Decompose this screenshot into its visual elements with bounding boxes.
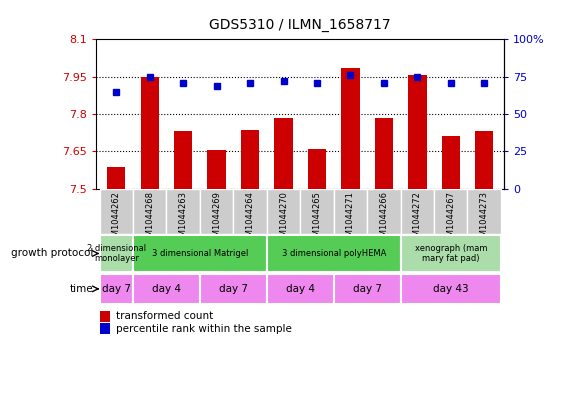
Bar <box>441 136 460 189</box>
Text: day 7: day 7 <box>353 284 382 294</box>
Text: GSM1044266: GSM1044266 <box>380 191 388 247</box>
Bar <box>208 150 226 189</box>
Text: GSM1044263: GSM1044263 <box>178 191 188 247</box>
Bar <box>434 189 468 234</box>
Bar <box>401 189 434 234</box>
Bar <box>367 189 401 234</box>
Bar <box>100 274 133 304</box>
Text: 3 dimensional Matrigel: 3 dimensional Matrigel <box>152 249 248 258</box>
Bar <box>401 274 501 304</box>
Text: GSM1044262: GSM1044262 <box>112 191 121 247</box>
Bar <box>100 311 110 322</box>
Bar <box>408 75 427 189</box>
Text: GSM1044273: GSM1044273 <box>480 191 489 247</box>
Bar <box>375 118 393 189</box>
Text: transformed count: transformed count <box>116 312 213 321</box>
Bar <box>300 189 333 234</box>
Text: GSM1044268: GSM1044268 <box>145 191 154 247</box>
Bar <box>308 149 326 189</box>
Text: day 43: day 43 <box>433 284 469 294</box>
Text: 2 dimensional
monolayer: 2 dimensional monolayer <box>87 244 146 263</box>
Bar <box>200 189 233 234</box>
Text: day 7: day 7 <box>102 284 131 294</box>
Bar <box>141 77 159 189</box>
Text: GSM1044265: GSM1044265 <box>312 191 321 247</box>
Bar <box>166 189 200 234</box>
Bar <box>100 323 110 334</box>
Text: GSM1044269: GSM1044269 <box>212 191 221 247</box>
Bar <box>333 274 401 304</box>
Text: GSM1044264: GSM1044264 <box>245 191 255 247</box>
Text: GSM1044271: GSM1044271 <box>346 191 355 247</box>
Bar <box>333 189 367 234</box>
Text: GDS5310 / ILMN_1658717: GDS5310 / ILMN_1658717 <box>209 18 391 32</box>
Bar <box>475 131 493 189</box>
Bar <box>468 189 501 234</box>
Bar <box>133 235 267 272</box>
Text: GSM1044270: GSM1044270 <box>279 191 288 247</box>
Bar <box>100 235 133 272</box>
Bar <box>341 68 360 189</box>
Bar <box>233 189 267 234</box>
Bar <box>267 189 300 234</box>
Text: day 4: day 4 <box>286 284 315 294</box>
Text: day 4: day 4 <box>152 284 181 294</box>
Bar <box>133 274 200 304</box>
Bar <box>241 130 259 189</box>
Text: 3 dimensional polyHEMA: 3 dimensional polyHEMA <box>282 249 386 258</box>
Text: growth protocol: growth protocol <box>11 248 93 259</box>
Bar <box>100 189 133 234</box>
Text: percentile rank within the sample: percentile rank within the sample <box>116 323 292 334</box>
Bar <box>200 274 267 304</box>
Bar <box>107 167 125 189</box>
Text: GSM1044272: GSM1044272 <box>413 191 422 247</box>
Bar <box>275 118 293 189</box>
Bar <box>401 235 501 272</box>
Bar <box>174 131 192 189</box>
Bar <box>267 274 333 304</box>
Text: day 7: day 7 <box>219 284 248 294</box>
Bar <box>267 235 401 272</box>
Bar <box>133 189 166 234</box>
Text: xenograph (mam
mary fat pad): xenograph (mam mary fat pad) <box>415 244 487 263</box>
Text: GSM1044267: GSM1044267 <box>446 191 455 247</box>
Text: time: time <box>69 284 93 294</box>
